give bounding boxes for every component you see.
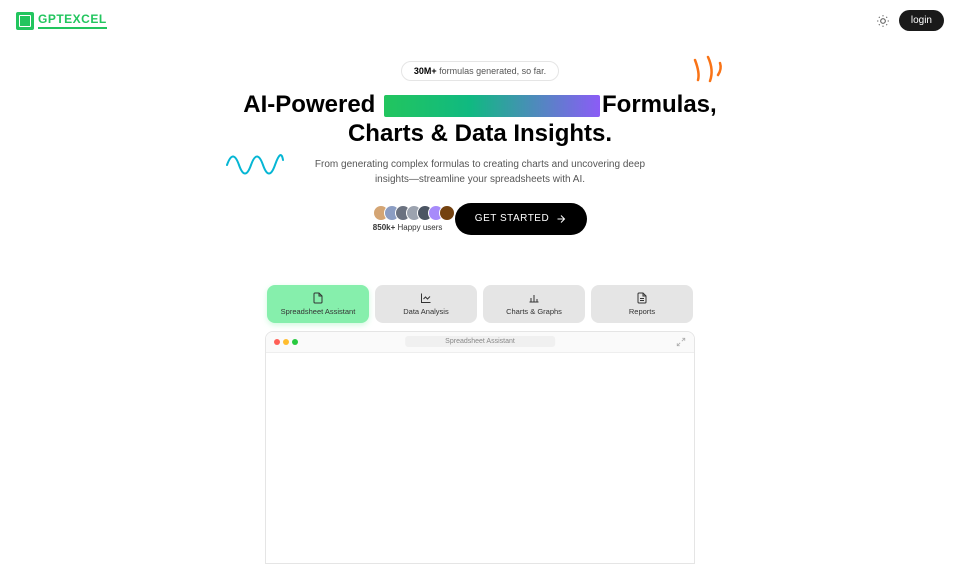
avatar — [439, 205, 455, 221]
window-title: Spreadsheet Assistant — [405, 336, 555, 347]
demo-window: Spreadsheet Assistant — [265, 331, 695, 564]
cta-row: 850k+ Happy users GET STARTED — [0, 203, 960, 235]
theme-toggle-icon[interactable] — [875, 13, 891, 29]
traffic-lights — [274, 339, 298, 345]
tab-charts-graphs[interactable]: Charts & Graphs — [483, 285, 585, 323]
expand-icon[interactable] — [676, 337, 686, 347]
tab-reports[interactable]: Reports — [591, 285, 693, 323]
tab-label: Spreadsheet Assistant — [281, 307, 356, 316]
title-line2: Charts & Data Insights. — [348, 120, 612, 147]
arrow-right-icon — [555, 213, 567, 225]
stats-badge: 30M+ formulas generated, so far. — [401, 61, 559, 81]
logo-icon — [16, 12, 34, 30]
hero-title: AI-Powered Formulas, Charts & Data Insig… — [0, 91, 960, 149]
document-icon — [312, 292, 324, 304]
tab-label: Reports — [629, 307, 655, 316]
cta-label: GET STARTED — [475, 213, 549, 224]
bar-chart-icon — [528, 292, 540, 304]
avatar-stack — [373, 205, 455, 221]
badge-count: 30M+ — [414, 66, 437, 76]
hero-section: 30M+ formulas generated, so far. AI-Powe… — [0, 41, 960, 235]
get-started-button[interactable]: GET STARTED — [455, 203, 587, 235]
tab-label: Data Analysis — [403, 307, 448, 316]
title-suffix1: Formulas, — [602, 91, 717, 118]
window-header: Spreadsheet Assistant — [266, 332, 694, 353]
minimize-dot-icon[interactable] — [283, 339, 289, 345]
title-prefix: AI-Powered — [243, 91, 382, 118]
maximize-dot-icon[interactable] — [292, 339, 298, 345]
badge-text: formulas generated, so far. — [437, 66, 547, 76]
users-count: 850k+ — [373, 223, 395, 232]
close-dot-icon[interactable] — [274, 339, 280, 345]
users-label: Happy users — [395, 223, 442, 232]
login-button[interactable]: login — [899, 10, 944, 31]
feature-tabs: Spreadsheet Assistant Data Analysis Char… — [267, 285, 693, 323]
report-icon — [636, 292, 648, 304]
avatars-block: 850k+ Happy users — [373, 205, 455, 232]
tab-spreadsheet-assistant[interactable]: Spreadsheet Assistant — [267, 285, 369, 323]
line-chart-icon — [420, 292, 432, 304]
header-actions: login — [875, 10, 944, 31]
logo-text: GPTEXCEL — [38, 12, 107, 29]
tab-label: Charts & Graphs — [506, 307, 562, 316]
logo[interactable]: GPTEXCEL — [16, 12, 107, 30]
gradient-highlight — [384, 95, 600, 117]
tabs-section: Spreadsheet Assistant Data Analysis Char… — [0, 285, 960, 564]
hero-subtitle: From generating complex formulas to crea… — [310, 157, 650, 187]
users-count-text: 850k+ Happy users — [373, 223, 443, 232]
header: GPTEXCEL login — [0, 0, 960, 41]
window-body — [266, 353, 694, 563]
tab-data-analysis[interactable]: Data Analysis — [375, 285, 477, 323]
